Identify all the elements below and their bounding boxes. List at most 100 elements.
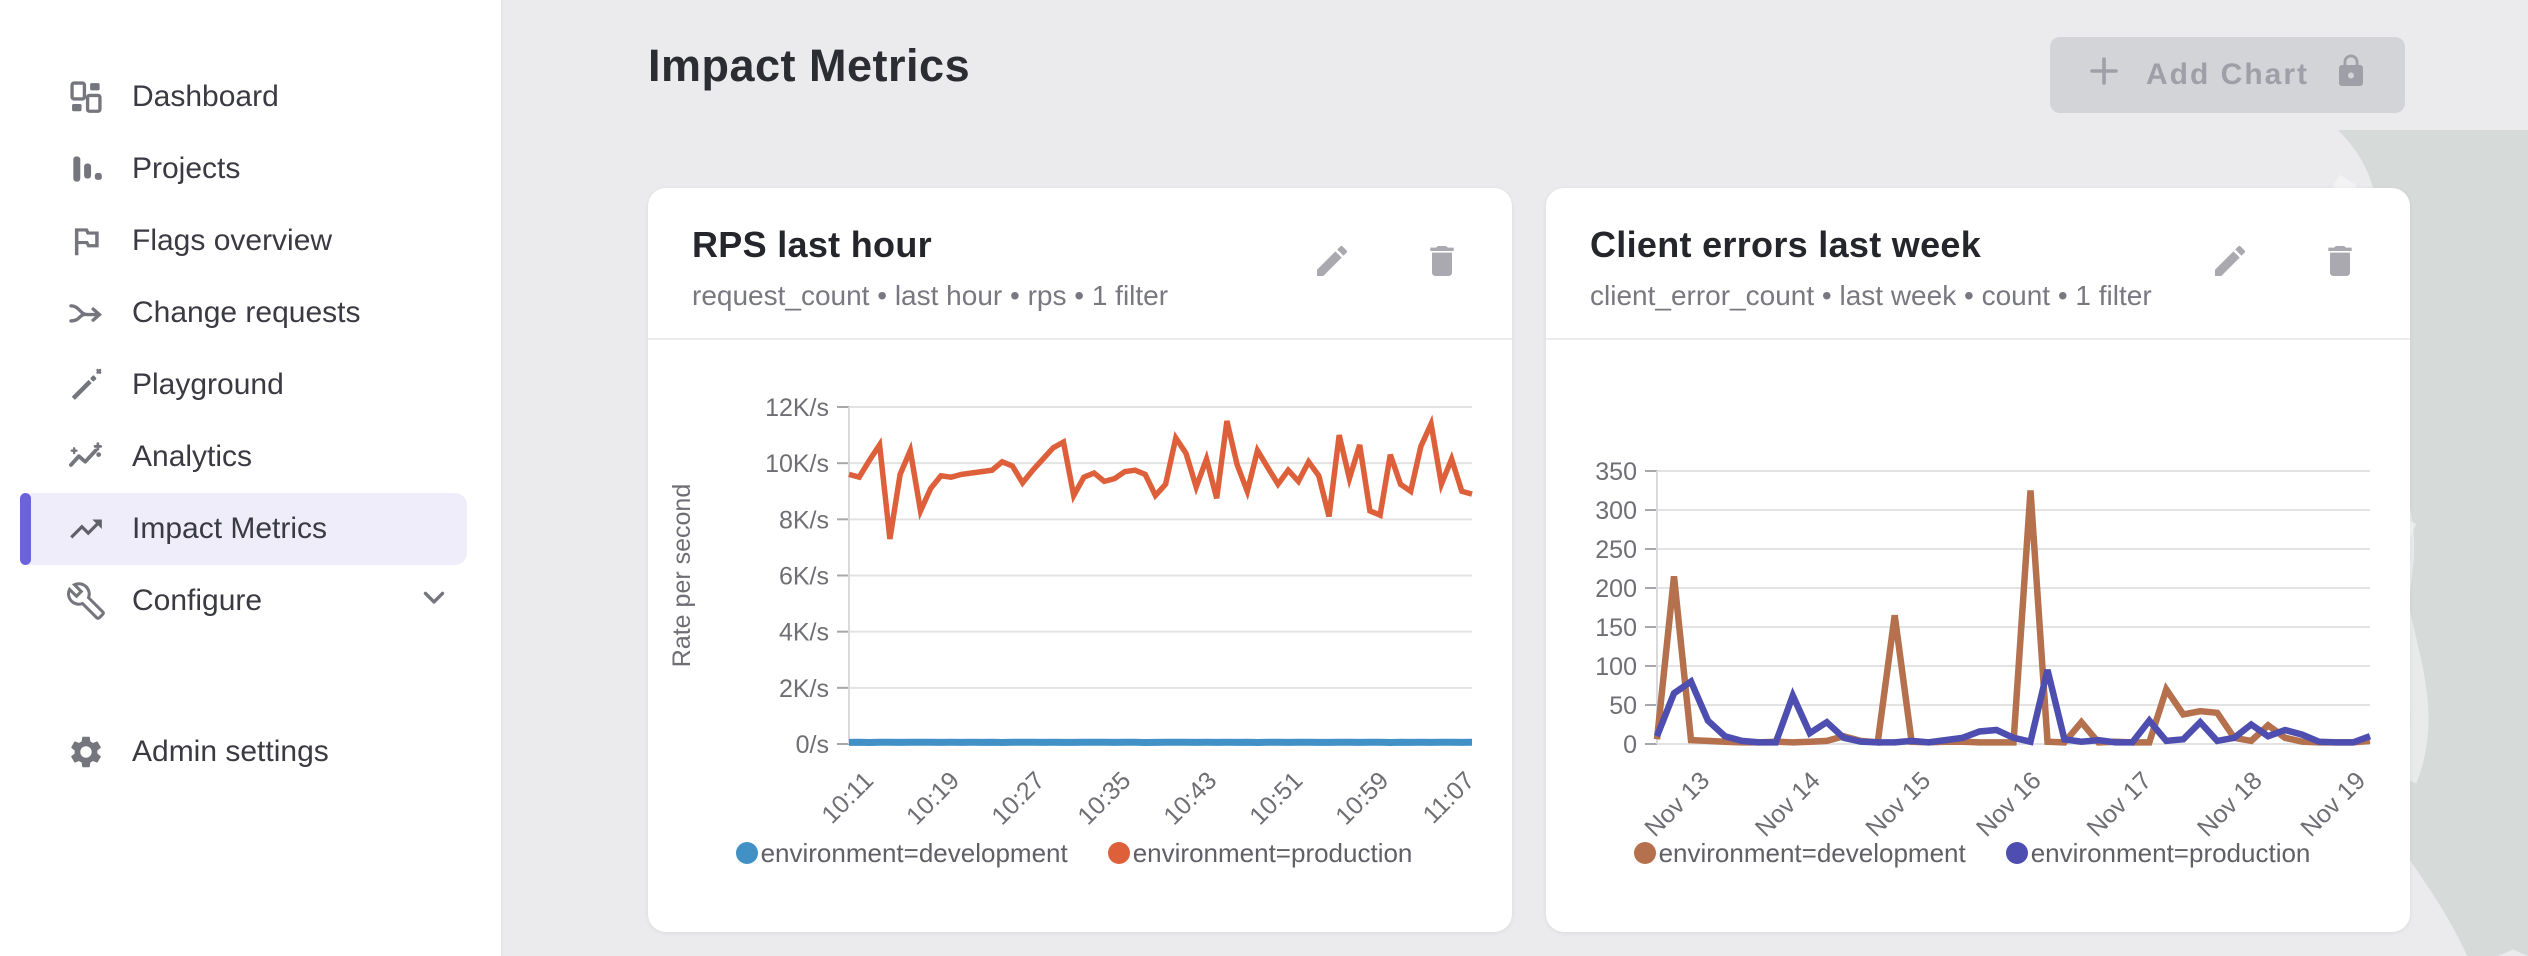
- chart-legend: environment=development environment=produ…: [664, 838, 1484, 869]
- svg-text:2K/s: 2K/s: [779, 675, 829, 703]
- dashboard-grid-icon: [66, 77, 106, 117]
- chart-cards-row: RPS last hour request_count • last hour …: [648, 188, 2410, 932]
- main-content: Impact Metrics Add Chart RPS last hour r…: [503, 0, 2528, 956]
- chevron-down-icon: [417, 580, 451, 622]
- legend-label: environment=development: [760, 837, 1068, 868]
- svg-text:250: 250: [1595, 536, 1637, 564]
- client-errors-chart-block: 0 50 100 150 200 250 300 350 Nov 13 Nov 14 Nov 15 N…: [1546, 340, 2410, 869]
- sidebar-item-label: Impact Metrics: [132, 512, 328, 545]
- legend-swatch: [1633, 842, 1656, 865]
- sidebar-item-label: Change requests: [132, 296, 361, 329]
- client-errors-card: Client errors last week client_error_cou…: [1546, 188, 2410, 932]
- svg-text:Nov 16: Nov 16: [1971, 766, 2047, 838]
- wand-icon: [66, 365, 106, 405]
- sidebar-item-label: Admin settings: [132, 735, 329, 768]
- rps-chart: 0/s 2K/s 4K/s 6K/s 8K/s 10K/s 12K/s 10:11 10:19 1…: [668, 394, 1481, 830]
- svg-text:200: 200: [1595, 575, 1637, 603]
- svg-text:10:51: 10:51: [1244, 766, 1308, 830]
- svg-text:0/s: 0/s: [796, 731, 829, 759]
- svg-text:10:35: 10:35: [1072, 766, 1136, 830]
- rps-card-header: RPS last hour request_count • last hour …: [648, 188, 1512, 340]
- lock-icon: [2333, 53, 2369, 97]
- trash-icon: [1430, 245, 1454, 276]
- svg-text:50: 50: [1609, 692, 1637, 720]
- trend-arrow-icon: [66, 509, 106, 549]
- sidebar-item-label: Flags overview: [132, 224, 333, 257]
- rps-chart-block: 0/s 2K/s 4K/s 6K/s 8K/s 10K/s 12K/s 10:11 10:19 1…: [648, 340, 1512, 869]
- sidebar-item-label: Playground: [132, 368, 284, 401]
- svg-text:10:43: 10:43: [1158, 766, 1222, 830]
- sidebar-item-flags-overview[interactable]: Flags overview: [0, 205, 501, 277]
- add-chart-button[interactable]: Add Chart: [2050, 37, 2405, 113]
- sidebar-item-playground[interactable]: Playground: [0, 349, 501, 421]
- bar-chart-icon: [66, 149, 106, 189]
- sidebar-item-analytics[interactable]: Analytics: [0, 421, 501, 493]
- flag-icon: [66, 221, 106, 261]
- trash-icon: [2328, 245, 2352, 276]
- page-title: Impact Metrics: [648, 40, 971, 91]
- sidebar-nav: Dashboard Projects Flags overview: [0, 0, 501, 768]
- sidebar-item-change-requests[interactable]: Change requests: [0, 277, 501, 349]
- edit-chart-button[interactable]: [2208, 240, 2252, 284]
- legend-item: environment=production: [2005, 837, 2311, 869]
- sidebar-item-impact-metrics[interactable]: Impact Metrics: [20, 493, 467, 565]
- pencil-icon: [1317, 245, 1348, 276]
- svg-text:6K/s: 6K/s: [779, 562, 829, 590]
- client-errors-chart: 0 50 100 150 200 250 300 350 Nov 13 Nov 14 Nov 15 N…: [1595, 458, 2372, 838]
- edit-chart-button[interactable]: [1310, 240, 1354, 284]
- svg-text:300: 300: [1595, 497, 1637, 525]
- gear-icon: [66, 732, 106, 772]
- legend-item: environment=production: [1107, 837, 1413, 869]
- legend-label: environment=development: [1658, 837, 1966, 868]
- sparkle-chart-icon: [66, 437, 106, 477]
- svg-text:10K/s: 10K/s: [765, 450, 829, 478]
- sidebar-item-label: Dashboard: [132, 80, 279, 113]
- svg-text:Nov 13: Nov 13: [1639, 766, 1715, 838]
- active-indicator: [20, 493, 31, 565]
- merge-arrow-icon: [66, 293, 106, 333]
- svg-text:8K/s: 8K/s: [779, 506, 829, 534]
- svg-text:4K/s: 4K/s: [779, 618, 829, 646]
- svg-text:Rate per second: Rate per second: [668, 484, 696, 667]
- svg-text:12K/s: 12K/s: [765, 394, 829, 422]
- svg-text:Nov 14: Nov 14: [1750, 766, 1826, 838]
- svg-text:Nov 18: Nov 18: [2192, 766, 2268, 838]
- svg-text:150: 150: [1595, 614, 1637, 642]
- delete-chart-button[interactable]: [2318, 240, 2362, 284]
- sidebar-item-projects[interactable]: Projects: [0, 133, 501, 205]
- card-subtitle: request_count • last hour • rps • 1 filt…: [692, 280, 1169, 311]
- sidebar-item-configure[interactable]: Configure: [0, 565, 501, 637]
- sidebar-item-dashboard[interactable]: Dashboard: [0, 61, 501, 133]
- svg-text:Nov 19: Nov 19: [2295, 766, 2371, 838]
- wrench-icon: [66, 581, 106, 621]
- svg-text:Nov 17: Nov 17: [2081, 766, 2157, 838]
- pencil-icon: [2215, 245, 2246, 276]
- sidebar-item-label: Analytics: [132, 440, 253, 473]
- svg-text:350: 350: [1595, 458, 1637, 486]
- svg-text:11:07: 11:07: [1418, 766, 1481, 829]
- chart-legend: environment=development environment=produ…: [1562, 838, 2382, 869]
- legend-item: environment=development: [1633, 837, 1966, 869]
- sidebar-item-label: Projects: [132, 152, 241, 185]
- legend-label: environment=production: [1132, 837, 1413, 868]
- legend-label: environment=production: [2030, 837, 2311, 868]
- delete-chart-button[interactable]: [1420, 240, 1464, 284]
- add-chart-label: Add Chart: [2146, 58, 2309, 91]
- plus-icon: [2086, 53, 2122, 97]
- svg-text:10:27: 10:27: [986, 766, 1050, 830]
- card-subtitle: client_error_count • last week • count •…: [1590, 280, 2152, 311]
- legend-item: environment=development: [735, 837, 1068, 869]
- sidebar-item-admin-settings[interactable]: Admin settings: [0, 716, 501, 788]
- svg-text:100: 100: [1595, 653, 1637, 681]
- client-errors-card-header: Client errors last week client_error_cou…: [1546, 188, 2410, 340]
- legend-swatch: [2005, 842, 2028, 865]
- sidebar: Dashboard Projects Flags overview: [0, 0, 503, 956]
- rps-card: RPS last hour request_count • last hour …: [648, 188, 1512, 932]
- legend-swatch: [1107, 842, 1130, 865]
- svg-text:10:11: 10:11: [816, 766, 879, 829]
- svg-text:10:19: 10:19: [901, 766, 965, 830]
- svg-text:10:59: 10:59: [1330, 766, 1394, 830]
- card-title: RPS last hour: [692, 224, 932, 265]
- legend-swatch: [735, 842, 758, 865]
- card-title: Client errors last week: [1590, 224, 1982, 265]
